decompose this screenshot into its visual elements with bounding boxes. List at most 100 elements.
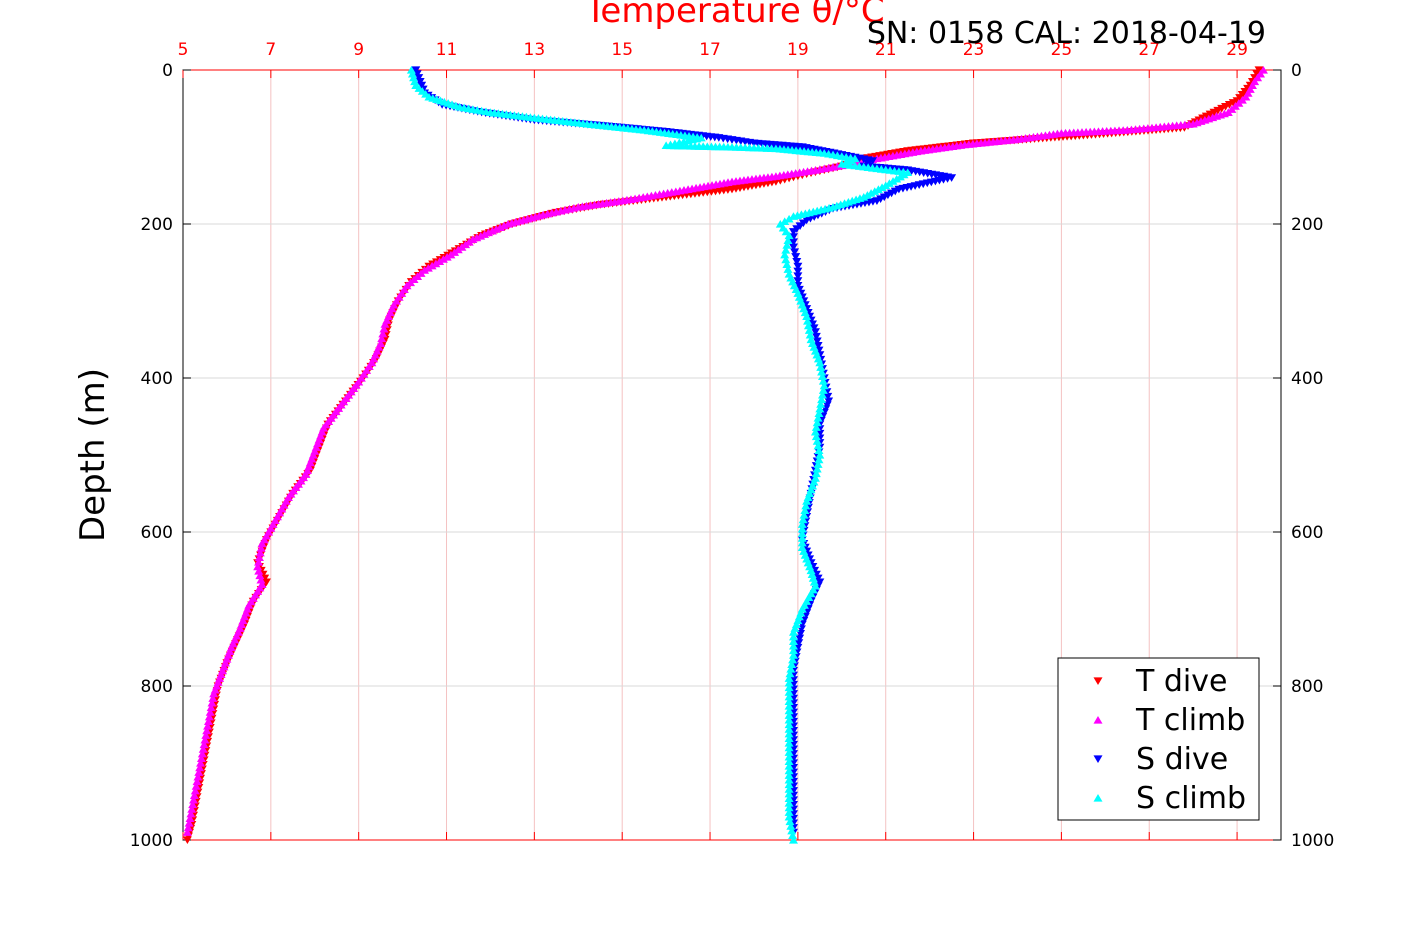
- legend-label: T climb: [1135, 703, 1245, 738]
- data-point: [189, 791, 199, 799]
- data-point: [811, 469, 821, 478]
- x-tick-label: 13: [524, 40, 546, 60]
- data-point: [784, 785, 794, 793]
- data-point: [197, 749, 207, 758]
- data-point: [815, 358, 825, 367]
- data-point: [182, 836, 192, 845]
- x-tick-label: 9: [353, 40, 364, 60]
- data-point: [415, 77, 425, 86]
- data-point: [809, 324, 819, 332]
- data-point: [192, 777, 202, 786]
- data-point: [784, 688, 794, 696]
- legend-label: S dive: [1136, 742, 1228, 777]
- x-tick-label: 23: [963, 40, 985, 60]
- data-point: [788, 641, 798, 650]
- legend-box: [1057, 657, 1260, 821]
- x-tick-label: 27: [1138, 40, 1160, 60]
- data-point: [795, 634, 805, 643]
- legend-label: S climb: [1136, 781, 1246, 816]
- data-point: [784, 803, 794, 812]
- data-point: [200, 735, 210, 744]
- legend-marker: [1093, 677, 1103, 686]
- y-tick-label-left: 1000: [130, 831, 173, 851]
- data-point: [784, 780, 794, 789]
- data-point: [261, 578, 271, 587]
- data-point: [204, 712, 214, 721]
- data-point: [787, 826, 797, 835]
- data-point: [254, 553, 264, 562]
- data-point: [801, 501, 811, 510]
- x-axis-label: Temperature θ/°C: [584, 0, 884, 31]
- x-tick-label: 7: [265, 40, 276, 60]
- data-point: [208, 694, 218, 702]
- data-point: [203, 721, 213, 730]
- data-point: [406, 65, 416, 74]
- serial-calibration-annotation: SN: 0158 CAL: 2018-04-19: [867, 16, 1266, 51]
- legend-marker: [1093, 755, 1103, 764]
- data-point: [193, 772, 203, 781]
- data-point: [784, 743, 794, 752]
- data-point: [780, 217, 790, 226]
- data-point: [410, 77, 420, 86]
- data-point: [798, 515, 808, 524]
- data-point: [199, 740, 209, 749]
- data-point: [784, 678, 794, 687]
- x-tick-label: 29: [1226, 40, 1248, 60]
- x-tick-label: 17: [699, 40, 721, 60]
- data-point: [1221, 102, 1231, 111]
- data-point: [784, 729, 794, 738]
- data-point: [788, 637, 798, 645]
- legend-entries: T dive T climb S dive S climb: [1093, 664, 1246, 816]
- data-point: [182, 828, 192, 836]
- data-point: [807, 570, 817, 578]
- data-point: [813, 574, 823, 583]
- data-point: [1228, 99, 1238, 107]
- data-point: [803, 321, 813, 330]
- data-point: [788, 835, 798, 844]
- data-point: [809, 578, 819, 586]
- data-point: [189, 795, 199, 804]
- data-point: [814, 409, 824, 418]
- data-point: [411, 66, 421, 75]
- y-tick-label-left: 400: [141, 369, 173, 389]
- data-point: [819, 381, 829, 390]
- data-point: [788, 632, 798, 641]
- data-point: [784, 798, 794, 807]
- data-point: [256, 575, 266, 584]
- data-point: [812, 337, 822, 346]
- data-point: [811, 432, 821, 441]
- data-point: [254, 557, 264, 566]
- data-point: [887, 189, 897, 198]
- data-point: [784, 706, 794, 715]
- y-tick-label-right: 800: [1291, 677, 1323, 697]
- data-point: [1252, 70, 1262, 78]
- series-s-dive: [411, 66, 957, 837]
- data-point: [183, 823, 193, 832]
- data-point: [186, 809, 196, 818]
- data-point: [797, 520, 807, 528]
- data-point: [205, 708, 215, 716]
- data-point: [814, 455, 824, 464]
- data-point: [784, 715, 794, 724]
- data-point: [815, 578, 825, 587]
- data-point: [784, 683, 794, 692]
- data-point: [784, 812, 794, 821]
- data-point: [784, 214, 794, 223]
- data-point: [784, 794, 794, 803]
- data-point: [784, 757, 794, 766]
- data-point: [253, 562, 263, 571]
- data-point: [788, 651, 798, 659]
- data-point: [786, 822, 796, 830]
- data-point: [202, 726, 212, 735]
- data-point: [818, 377, 828, 385]
- data-point: [797, 534, 807, 542]
- data-point: [812, 437, 822, 445]
- data-point: [804, 326, 814, 334]
- data-point: [784, 720, 794, 729]
- data-point: [815, 450, 825, 459]
- data-point: [876, 195, 886, 204]
- data-point: [379, 324, 389, 333]
- legend: T dive T climb S dive S climb: [1057, 657, 1260, 821]
- data-point: [894, 185, 904, 194]
- data-point: [817, 372, 827, 381]
